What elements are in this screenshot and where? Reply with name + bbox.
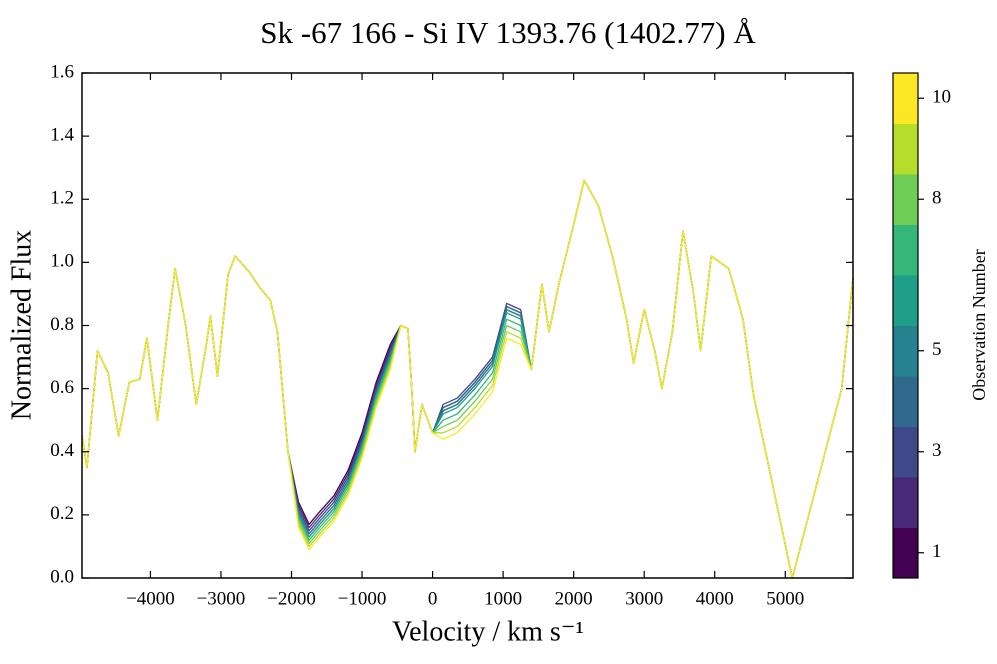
y-tick-label: 1.0 — [50, 251, 74, 272]
x-tick-label: 4000 — [696, 588, 734, 609]
spectrum-line — [81, 179, 854, 579]
colorbar-block — [893, 376, 918, 427]
y-tick-label: 0.0 — [50, 566, 74, 587]
colorbar-block — [893, 426, 918, 478]
colorbar-frame — [892, 72, 919, 579]
y-tick-label: 0.4 — [50, 440, 74, 461]
chart-title: Sk -67 166 - Si IV 1393.76 (1402.77) Å — [260, 15, 756, 50]
spectrum-line — [81, 179, 854, 579]
x-tick-label: −2000 — [267, 588, 316, 609]
y-tick-label: 1.4 — [50, 124, 74, 145]
colorbar-tick-label: 1 — [932, 541, 942, 562]
colorbar-block — [893, 527, 918, 579]
y-tick-label: 1.6 — [50, 61, 74, 82]
colorbar-block — [893, 73, 918, 124]
x-tick-label: −4000 — [126, 588, 175, 609]
x-tick-label: 3000 — [625, 588, 663, 609]
colorbar-block — [893, 123, 918, 175]
y-tick-label: 0.6 — [50, 377, 74, 398]
colorbar-tick-label: 10 — [932, 87, 951, 108]
x-tick-label: 1000 — [484, 588, 522, 609]
colorbar-label: Observation Number — [969, 249, 989, 400]
x-tick-label: 5000 — [766, 588, 804, 609]
y-tick-label: 0.8 — [50, 314, 74, 335]
colorbar-block — [893, 275, 918, 326]
colorbar-tick-label: 8 — [932, 188, 942, 209]
colorbar-block — [893, 224, 918, 276]
spectrum-line — [81, 179, 854, 579]
colorbar-tick-label: 3 — [932, 440, 942, 461]
spectrum-line — [81, 179, 854, 579]
spectrum-line — [81, 179, 854, 579]
y-axis-label: Normalized Flux — [6, 230, 37, 421]
spectrum-line — [81, 179, 854, 579]
spectrum-line — [81, 179, 854, 579]
y-tick-label: 0.2 — [50, 503, 74, 524]
spectrum-line — [81, 179, 854, 579]
colorbar-block — [893, 174, 918, 225]
x-tick-label: −1000 — [338, 588, 387, 609]
spectrum-line — [81, 179, 854, 579]
colorbar-tick-label: 5 — [932, 339, 942, 360]
colorbar-block — [893, 477, 918, 528]
plot-frame — [81, 72, 854, 579]
x-tick-label: −3000 — [197, 588, 246, 609]
x-tick-label: 0 — [428, 588, 438, 609]
colorbar-block — [893, 325, 918, 377]
y-tick-label: 1.2 — [50, 188, 74, 209]
x-tick-label: 2000 — [555, 588, 593, 609]
x-axis-label: Velocity / km s⁻¹ — [392, 616, 584, 647]
spectrum-line — [81, 179, 854, 579]
